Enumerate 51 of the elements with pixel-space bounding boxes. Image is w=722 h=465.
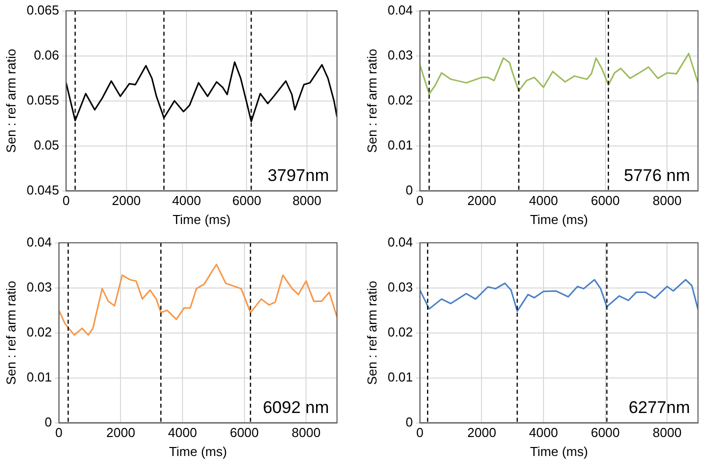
y-tick-label: 0.03 [388,279,413,294]
y-axis-title: Sen : ref arm ratio [3,280,18,385]
x-axis-title: Time (ms) [168,444,227,459]
y-tick-label: 0 [406,414,413,430]
y-tick-label: 0.055 [26,92,60,108]
y-tick-label: 0.01 [26,369,52,384]
y-tick-label: 0.02 [26,324,52,340]
y-tick-label: 0.01 [388,137,413,152]
x-tick-label: 8000 [652,193,682,208]
x-tick-label: 6000 [230,425,259,440]
y-tick-label: 0 [406,182,413,198]
x-tick-label: 6000 [232,193,262,208]
x-tick-label: 8000 [652,425,682,440]
x-tick-label: 6000 [590,193,620,208]
y-tick-label: 0.02 [388,324,413,340]
annotation: 5776 nm [624,166,690,185]
y-tick-label: 0.03 [388,47,413,62]
x-tick-label: 2000 [467,193,496,208]
y-axis-title: Sen : ref arm ratio [364,280,380,385]
y-tick-label: 0.01 [388,369,413,384]
x-axis-title: Time (ms) [530,444,588,459]
x-axis-title: Time (ms) [172,212,231,227]
y-tick-label: 0.05 [34,137,60,152]
x-tick-label: 4000 [168,425,197,440]
x-tick-label: 0 [416,425,424,440]
y-tick-label: 0.04 [388,2,413,18]
x-tick-label: 8000 [292,425,321,440]
x-tick-label: 0 [416,193,424,208]
y-tick-label: 0.02 [388,92,413,108]
x-tick-label: 2000 [106,425,136,440]
x-axis-title: Time (ms) [530,212,588,227]
x-tick-label: 6000 [590,425,620,440]
annotation: 3797nm [268,166,329,185]
y-tick-label: 0.04 [388,234,413,250]
annotation: 6092 nm [262,398,329,417]
y-tick-label: 0.03 [26,279,52,294]
x-tick-label: 4000 [172,193,201,208]
y-tick-label: 0.06 [34,47,60,62]
x-tick-label: 4000 [529,193,558,208]
x-tick-label: 2000 [112,193,141,208]
y-tick-label: 0.04 [26,234,52,250]
y-tick-label: 0 [44,414,52,430]
y-tick-label: 0.065 [26,2,60,18]
annotation: 6277nm [628,398,690,417]
y-tick-label: 0.045 [26,182,60,198]
x-tick-label: 0 [62,193,70,208]
y-axis-title: Sen : ref arm ratio [364,48,380,153]
x-tick-label: 2000 [467,425,496,440]
x-tick-label: 8000 [292,193,322,208]
y-axis-title: Sen : ref arm ratio [3,48,18,153]
x-tick-label: 4000 [529,425,558,440]
